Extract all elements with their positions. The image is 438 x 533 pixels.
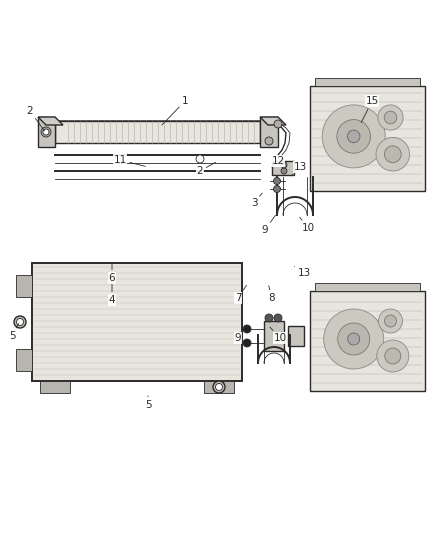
- Text: 3: 3: [251, 193, 262, 208]
- Circle shape: [322, 105, 385, 168]
- Circle shape: [273, 185, 280, 192]
- Text: 7: 7: [235, 285, 247, 303]
- Circle shape: [17, 319, 24, 326]
- Circle shape: [196, 155, 204, 163]
- Polygon shape: [38, 117, 55, 147]
- Bar: [32, 263, 242, 381]
- Text: 1: 1: [162, 96, 188, 125]
- Circle shape: [378, 105, 403, 130]
- Circle shape: [215, 384, 223, 391]
- Text: 10: 10: [270, 327, 286, 343]
- Circle shape: [384, 111, 397, 124]
- Polygon shape: [204, 381, 234, 393]
- Circle shape: [265, 314, 273, 322]
- Polygon shape: [272, 161, 294, 175]
- Text: 5: 5: [9, 324, 19, 341]
- Circle shape: [14, 316, 26, 328]
- Circle shape: [281, 162, 287, 168]
- Circle shape: [281, 168, 287, 174]
- Circle shape: [274, 120, 282, 128]
- Text: 2: 2: [197, 163, 215, 176]
- Text: 11: 11: [113, 155, 145, 166]
- Circle shape: [376, 138, 410, 171]
- Polygon shape: [264, 321, 284, 351]
- Circle shape: [348, 333, 360, 345]
- Polygon shape: [55, 121, 268, 129]
- Text: 6: 6: [109, 264, 115, 283]
- Text: 4: 4: [109, 284, 115, 305]
- Text: 9: 9: [235, 325, 247, 343]
- Circle shape: [43, 129, 49, 135]
- Polygon shape: [40, 381, 70, 393]
- Text: 13: 13: [294, 266, 311, 278]
- Polygon shape: [16, 349, 32, 371]
- Text: 15: 15: [361, 96, 378, 123]
- Circle shape: [243, 339, 251, 347]
- Polygon shape: [315, 283, 420, 291]
- Text: 9: 9: [261, 215, 276, 235]
- Text: 13: 13: [292, 162, 307, 175]
- Polygon shape: [288, 326, 304, 346]
- Circle shape: [378, 309, 403, 333]
- Circle shape: [337, 119, 371, 153]
- Polygon shape: [38, 117, 63, 125]
- Circle shape: [347, 130, 360, 143]
- Text: 8: 8: [268, 286, 276, 303]
- Circle shape: [338, 323, 370, 355]
- Circle shape: [385, 146, 401, 163]
- Circle shape: [385, 348, 401, 364]
- Text: 2: 2: [27, 106, 44, 131]
- Circle shape: [273, 177, 280, 184]
- Polygon shape: [315, 78, 420, 86]
- Polygon shape: [16, 275, 32, 297]
- Circle shape: [324, 309, 384, 369]
- Text: 5: 5: [145, 396, 151, 410]
- Polygon shape: [55, 121, 260, 143]
- Circle shape: [41, 127, 51, 137]
- Text: 12: 12: [272, 156, 285, 167]
- Polygon shape: [310, 291, 425, 391]
- Polygon shape: [260, 117, 278, 147]
- Circle shape: [265, 137, 273, 145]
- Text: 10: 10: [300, 217, 314, 233]
- Circle shape: [377, 340, 409, 372]
- Polygon shape: [260, 117, 286, 125]
- Circle shape: [274, 314, 282, 322]
- Circle shape: [243, 325, 251, 333]
- Circle shape: [213, 381, 225, 393]
- Circle shape: [385, 315, 396, 327]
- Polygon shape: [310, 86, 425, 191]
